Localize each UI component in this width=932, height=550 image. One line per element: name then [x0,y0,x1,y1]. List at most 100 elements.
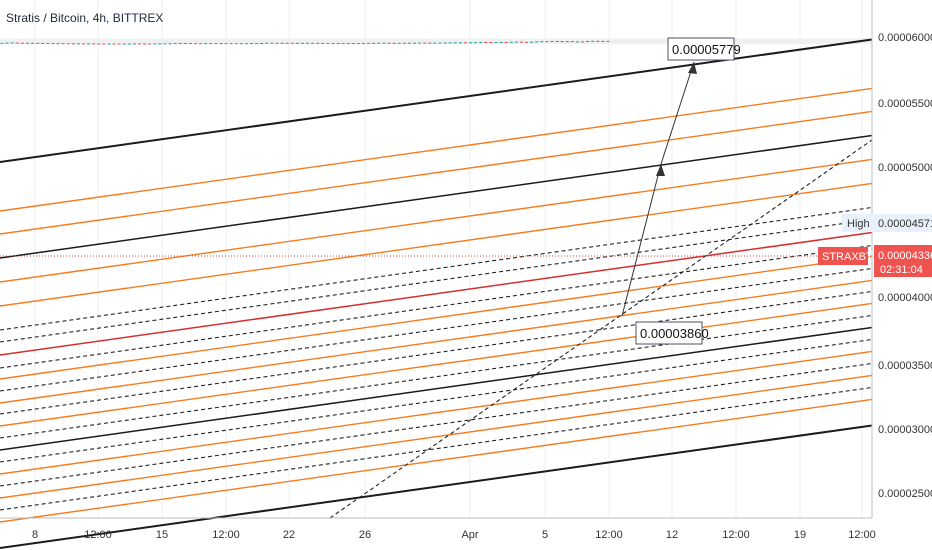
candle-body [331,43,335,45]
x-tick-label: 5 [542,529,548,541]
x-tick-label: 26 [359,529,371,541]
candle-body [392,42,396,44]
candle-body [209,43,213,45]
channel-orange-line [0,255,873,380]
candle-body [51,43,55,45]
candle-body [402,42,406,44]
candle-body [382,42,386,44]
channel-bottom-line [0,424,873,549]
price-axis[interactable]: 0.00006000 0.00005500 0.00005000 0.00004… [878,32,932,500]
candle-body [188,43,192,45]
candle-body [163,43,167,45]
candle-body [122,43,126,45]
y-tick-label: 0.00002500 [878,488,932,500]
arrow-head [688,62,697,74]
candle-body [0,42,4,44]
channel-orange-line [0,158,873,283]
candle-body [372,42,376,44]
candle-body [377,42,381,44]
x-tick-label: Apr [461,529,478,541]
candle-body [153,43,157,45]
candle-body [336,43,340,45]
candle-body [270,42,274,44]
last-price-value: 0.00004336 [878,250,932,262]
candle-body [484,42,488,44]
arrow-head [656,164,665,176]
channel-orange-line [0,182,873,307]
candle-body [412,42,417,44]
candle-body [168,43,172,45]
high-value: 0.00004571 [878,218,932,230]
candle-body [36,42,40,44]
candle-body [112,43,116,45]
candle-body [158,43,162,45]
candle-body [524,41,529,43]
y-tick-label: 0.00005000 [878,162,932,174]
candle-body [86,43,91,45]
candle-body [132,43,136,45]
candle-body [249,43,254,45]
candle-body [137,43,142,45]
candle-body [387,42,391,44]
candle-body [407,42,411,44]
candle-body [397,42,401,44]
candle-body [530,41,534,43]
candle-body [127,43,131,45]
candle-body [448,42,452,44]
channel-lower-line [0,326,873,451]
candle-body [300,42,305,44]
candle-body [81,43,86,45]
channel-upper-line [0,134,873,259]
annotation-low[interactable]: 0.00003860 [635,321,709,345]
candle-body [555,41,559,43]
symbol-tag: STRAXBTC [822,251,881,263]
candle-body [56,43,60,45]
candle-body [46,43,50,45]
candle-body [428,42,432,44]
x-tick-label: 12:00 [84,529,112,541]
candle-body [550,41,554,43]
candle-body [66,43,70,45]
candle-body [285,42,289,44]
candle-body [423,42,427,44]
y-tick-label: 0.00005500 [878,98,932,110]
candle-body [244,43,249,45]
candle-body [280,42,284,44]
candle-body [453,42,457,44]
candle-body [361,43,366,45]
candle-body [15,42,19,44]
candle-body [601,40,605,42]
candle-body [173,43,177,45]
candles [0,40,610,45]
y-tick-label: 0.00003500 [878,360,932,372]
candle-body [234,43,238,45]
candle-body [545,41,549,43]
projection-arrows [621,61,697,317]
x-tick-label: 12 [666,529,678,541]
candle-body [443,42,447,44]
annotation-target[interactable]: 0.00005779 [667,37,741,61]
candle-body [540,41,544,43]
candle-body [199,43,203,45]
x-tick-label: 12:00 [848,529,876,541]
x-tick-label: 19 [794,529,806,541]
channel-orange-line [0,398,873,523]
time-axis[interactable]: 8 12:00 15 12:00 22 26 Apr 5 12:00 12 12… [32,529,876,541]
candle-body [438,42,442,44]
candle-body [143,43,147,45]
candle-body [580,41,585,43]
candle-body [10,42,14,44]
candle-body [5,42,9,44]
candle-body [570,41,574,43]
candle-body [565,41,569,43]
candle-body [229,43,233,45]
candle-body [61,43,65,45]
candle-body [219,43,223,45]
last-price-tag: STRAXBTC 0.00004336 02:31:04 [818,245,932,277]
x-tick-label: 22 [283,529,295,541]
candle-body [295,42,299,44]
candle-body [596,40,600,42]
candle-body [41,42,45,44]
candle-body [535,41,539,43]
